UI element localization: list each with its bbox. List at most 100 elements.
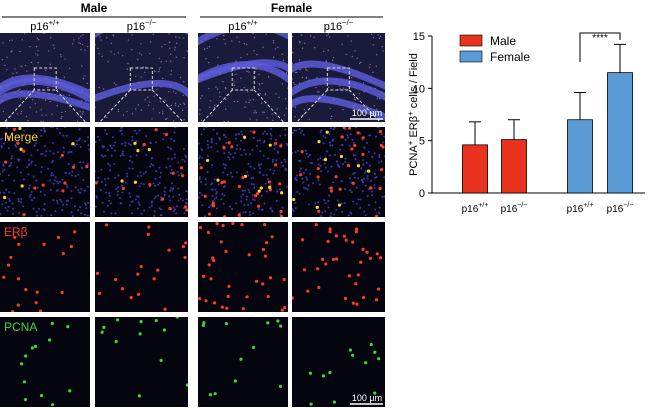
cell-dot bbox=[140, 109, 143, 111]
nucleus-dot bbox=[172, 210, 175, 213]
cell-dot bbox=[81, 113, 84, 115]
cell-dot bbox=[174, 102, 177, 105]
nucleus-dot bbox=[212, 128, 215, 131]
nucleus-dot bbox=[185, 156, 188, 159]
nucleus-dot bbox=[39, 190, 42, 193]
cell-dot bbox=[174, 46, 177, 49]
nucleus-dot bbox=[101, 145, 104, 148]
nucleus-dot bbox=[322, 134, 325, 137]
cell-dot bbox=[16, 72, 18, 74]
nucleus-dot bbox=[3, 192, 6, 195]
nucleus-dot bbox=[199, 191, 202, 194]
cell-dot bbox=[16, 113, 19, 115]
signal-dot bbox=[245, 295, 249, 299]
nucleus-dot bbox=[77, 189, 80, 192]
signal-dot bbox=[338, 187, 342, 191]
row-label: Merge bbox=[4, 130, 38, 144]
cell-dot bbox=[246, 53, 248, 55]
cell-dot bbox=[68, 94, 70, 97]
signal-dot bbox=[113, 277, 118, 282]
cell-dot bbox=[169, 53, 172, 56]
nucleus-dot bbox=[56, 202, 59, 205]
signal-dot bbox=[121, 186, 125, 191]
cell-dot bbox=[137, 58, 139, 61]
cell-dot bbox=[255, 111, 258, 114]
nucleus-dot bbox=[167, 146, 170, 149]
nucleus-dot bbox=[262, 174, 265, 177]
cell-dot bbox=[283, 114, 286, 116]
signal-dot bbox=[212, 258, 216, 263]
cell-dot bbox=[378, 93, 380, 96]
signal-dot bbox=[34, 301, 38, 305]
signal-dot bbox=[274, 163, 278, 167]
cell-dot bbox=[14, 68, 16, 70]
nucleus-dot bbox=[244, 153, 247, 156]
nucleus-dot bbox=[157, 194, 160, 197]
signal-dot bbox=[120, 287, 125, 291]
nucleus-dot bbox=[71, 214, 74, 217]
cell-dot bbox=[30, 61, 33, 64]
signal-dot bbox=[374, 298, 379, 302]
cell-dot bbox=[347, 35, 349, 37]
micrograph bbox=[292, 222, 385, 312]
nucleus-dot bbox=[30, 198, 33, 201]
signal-dot bbox=[202, 321, 206, 325]
signal-dot bbox=[213, 392, 217, 396]
cell-dot bbox=[372, 44, 375, 46]
signal-dot bbox=[302, 268, 307, 272]
nucleus-dot bbox=[380, 133, 383, 136]
cell-dot bbox=[224, 108, 227, 110]
nucleus-dot bbox=[319, 164, 322, 167]
cell-dot bbox=[175, 42, 178, 45]
nucleus-dot bbox=[117, 174, 120, 177]
nucleus-dot bbox=[95, 170, 97, 173]
nucleus-dot bbox=[320, 129, 323, 132]
signal-dot bbox=[283, 305, 287, 310]
nucleus-dot bbox=[163, 193, 166, 196]
nucleus-dot bbox=[282, 164, 285, 167]
nucleus-dot bbox=[273, 169, 276, 172]
nucleus-dot bbox=[129, 143, 132, 146]
nucleus-dot bbox=[7, 205, 10, 208]
nucleus-dot bbox=[130, 212, 133, 215]
cell-dot bbox=[240, 56, 242, 59]
signal-dot bbox=[206, 230, 210, 235]
signal-dot bbox=[221, 223, 225, 228]
nucleus-dot bbox=[14, 143, 17, 146]
label-base: p16 bbox=[462, 204, 479, 215]
cell-dot bbox=[110, 51, 112, 53]
signal-dot bbox=[16, 141, 20, 145]
cell-dot bbox=[258, 84, 261, 86]
signal-dot bbox=[373, 350, 377, 354]
cell-dot bbox=[152, 108, 155, 110]
nucleus-dot bbox=[115, 187, 118, 190]
nucleus-dot bbox=[109, 169, 112, 172]
nucleus-dot bbox=[264, 182, 267, 185]
nucleus-dot bbox=[28, 184, 31, 187]
signal-dot bbox=[315, 205, 319, 209]
cell-dot bbox=[179, 76, 182, 79]
signal-dot bbox=[347, 127, 352, 130]
cell-dot bbox=[296, 99, 298, 101]
cell-dot bbox=[203, 48, 206, 50]
cell-dot bbox=[213, 106, 216, 109]
cell-dot bbox=[303, 42, 306, 45]
signal-dot bbox=[321, 257, 325, 261]
nucleus-dot bbox=[353, 171, 356, 174]
cell-dot bbox=[292, 51, 294, 53]
label-sup: + bbox=[406, 140, 415, 145]
nucleus-dot bbox=[341, 210, 344, 213]
nucleus-dot bbox=[176, 170, 179, 173]
cell-dot bbox=[45, 114, 47, 116]
signal-dot bbox=[216, 178, 220, 182]
cell-dot bbox=[205, 57, 207, 60]
signal-dot bbox=[156, 268, 160, 272]
nucleus-dot bbox=[58, 132, 61, 135]
nucleus-dot bbox=[12, 207, 15, 210]
cell-dot bbox=[20, 91, 22, 93]
nucleus-dot bbox=[362, 159, 365, 162]
cell-dot bbox=[107, 61, 109, 63]
nucleus-dot bbox=[330, 165, 333, 168]
signal-dot bbox=[343, 296, 348, 300]
nucleus-dot bbox=[112, 144, 115, 147]
